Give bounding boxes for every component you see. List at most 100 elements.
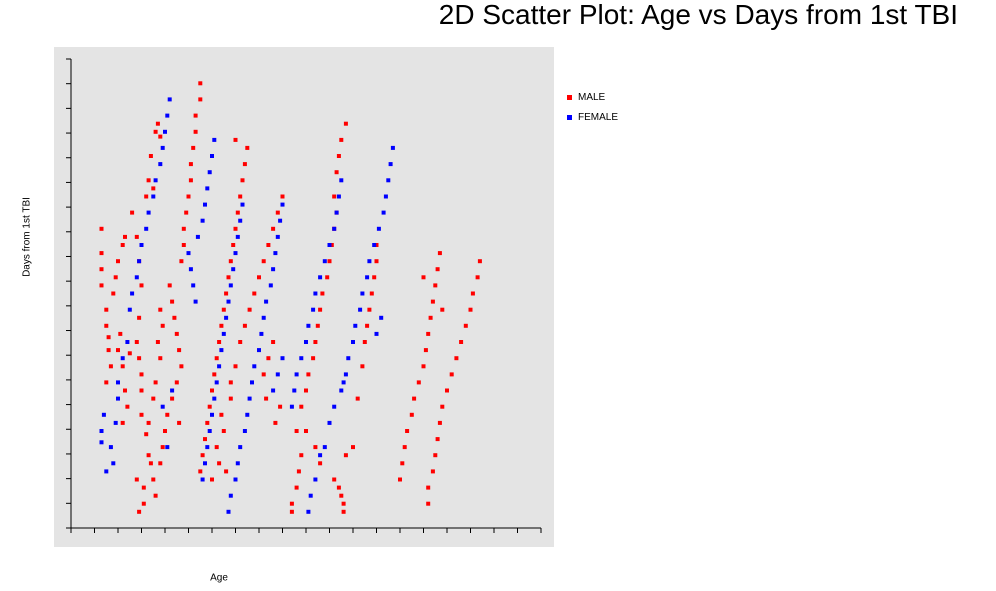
male-point <box>271 340 276 344</box>
male-point <box>341 501 346 506</box>
male-point <box>174 331 179 336</box>
male-point <box>294 485 299 490</box>
female-point <box>247 396 252 401</box>
data-points <box>99 81 482 514</box>
male-point <box>318 461 323 466</box>
female-point <box>226 509 231 514</box>
male-point <box>184 210 189 215</box>
female-point <box>193 299 198 304</box>
male-point <box>296 469 301 474</box>
female-point <box>341 380 346 385</box>
female-point <box>257 348 261 353</box>
female-point <box>116 396 120 401</box>
male-point <box>235 210 240 215</box>
male-point <box>454 356 459 361</box>
male-point <box>231 243 236 247</box>
male-point <box>214 356 219 361</box>
male-point <box>367 307 372 312</box>
female-point <box>235 234 240 239</box>
female-point <box>386 178 391 183</box>
female-point <box>226 299 231 304</box>
female-point <box>191 283 196 288</box>
male-point <box>120 364 125 369</box>
female-point <box>200 218 205 223</box>
male-point <box>449 372 454 377</box>
male-point <box>104 380 109 385</box>
male-point <box>212 372 217 377</box>
female-point <box>367 259 372 264</box>
male-point <box>365 323 370 328</box>
female-point <box>245 412 250 417</box>
male-point <box>200 453 205 458</box>
male-point <box>155 121 160 126</box>
female-point <box>203 202 207 207</box>
male-point <box>111 291 116 296</box>
female-point <box>235 461 240 466</box>
female-point <box>390 145 395 150</box>
male-point <box>334 170 339 175</box>
male-point <box>240 178 245 183</box>
male-point <box>186 194 191 199</box>
male-point <box>146 178 151 183</box>
male-point <box>430 299 435 304</box>
male-point <box>155 340 160 344</box>
male-point <box>336 154 341 158</box>
male-point <box>343 453 348 458</box>
female-point <box>280 356 285 361</box>
male-point <box>433 283 438 288</box>
male-point <box>148 461 153 466</box>
female-point <box>313 291 318 296</box>
male-point <box>163 429 167 433</box>
female-point <box>158 162 163 167</box>
female-point <box>228 493 233 498</box>
male-point <box>242 323 247 328</box>
male-point <box>130 210 135 215</box>
male-point <box>426 485 431 490</box>
male-point <box>402 445 407 450</box>
male-point <box>106 348 111 353</box>
male-point <box>123 388 127 393</box>
male-point <box>198 97 203 102</box>
male-point <box>179 364 184 369</box>
male-point <box>329 243 334 247</box>
male-point <box>106 335 111 340</box>
female-point <box>165 445 170 450</box>
male-point <box>278 404 283 409</box>
male-point <box>137 315 142 320</box>
female-point <box>104 469 109 474</box>
male-point <box>351 445 355 450</box>
male-point <box>266 356 271 361</box>
male-point <box>428 315 433 320</box>
male-point <box>339 137 344 142</box>
female-point <box>113 420 118 425</box>
female-point <box>125 340 130 344</box>
male-point <box>463 323 468 328</box>
male-point <box>304 429 308 433</box>
female-point <box>250 380 254 385</box>
male-point <box>313 445 318 450</box>
female-point <box>383 194 388 199</box>
female-point <box>322 259 327 264</box>
male-point <box>421 364 426 369</box>
male-point <box>188 178 193 183</box>
legend: MALE FEMALE <box>567 87 618 127</box>
female-point <box>219 348 224 353</box>
legend-item-male: MALE <box>567 87 618 107</box>
male-point <box>120 243 125 247</box>
male-point <box>207 404 212 409</box>
female-point <box>242 429 247 433</box>
male-point <box>261 372 266 377</box>
x-axis-ticks <box>70 528 542 533</box>
female-point <box>275 234 280 239</box>
male-point <box>141 485 146 490</box>
male-point <box>181 226 186 231</box>
male-point <box>325 275 330 280</box>
female-point <box>120 356 125 361</box>
female-point <box>205 186 210 191</box>
female-point <box>292 388 297 393</box>
female-point <box>261 315 266 320</box>
male-point <box>332 477 337 482</box>
female-point <box>214 380 219 385</box>
female-point <box>228 283 233 288</box>
male-point <box>372 275 377 280</box>
